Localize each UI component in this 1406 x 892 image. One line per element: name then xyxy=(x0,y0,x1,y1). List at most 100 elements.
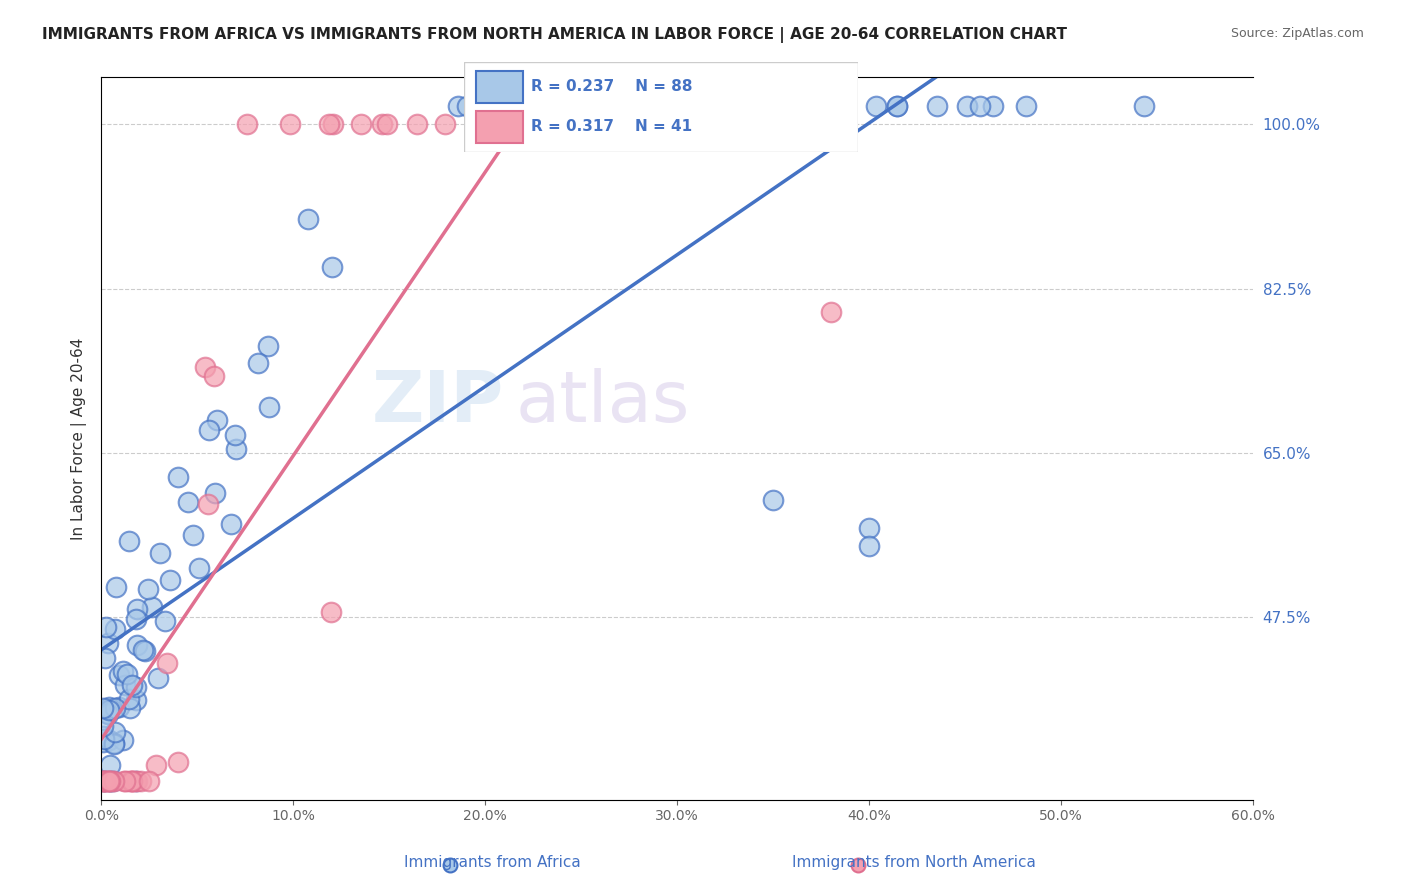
Point xyxy=(105,580,128,594)
Point xyxy=(108,700,131,714)
Point xyxy=(124,774,146,789)
Point xyxy=(886,98,908,112)
Point xyxy=(198,423,221,437)
Point xyxy=(530,98,553,112)
Point xyxy=(114,678,136,692)
Point xyxy=(104,725,127,739)
Point xyxy=(145,758,167,772)
Text: Source: ZipAtlas.com: Source: ZipAtlas.com xyxy=(1230,27,1364,40)
Point xyxy=(98,703,121,717)
Point xyxy=(96,706,118,721)
Point xyxy=(350,117,373,131)
Point xyxy=(321,260,343,274)
Point xyxy=(91,700,114,714)
Point xyxy=(406,117,429,131)
Point xyxy=(138,582,160,596)
Point xyxy=(204,485,226,500)
Point xyxy=(204,368,226,383)
Point xyxy=(117,774,139,789)
Point xyxy=(98,774,121,789)
Point xyxy=(97,732,120,747)
Point xyxy=(112,664,135,678)
Point xyxy=(321,605,343,619)
Point xyxy=(112,774,135,789)
Point xyxy=(93,651,115,665)
Point xyxy=(103,735,125,749)
Point xyxy=(98,757,121,772)
Point xyxy=(247,356,270,370)
Text: Immigrants from North America: Immigrants from North America xyxy=(792,855,1036,870)
Point xyxy=(205,412,228,426)
Point xyxy=(98,774,121,789)
Point xyxy=(121,774,143,789)
Point xyxy=(141,600,163,615)
Point xyxy=(127,602,149,616)
Point xyxy=(121,774,143,789)
Point xyxy=(456,98,478,112)
Point xyxy=(91,774,114,789)
Point xyxy=(560,98,582,112)
Point xyxy=(91,774,114,789)
Point xyxy=(167,470,190,484)
Point xyxy=(149,546,172,560)
Point xyxy=(124,680,146,694)
Point xyxy=(101,774,124,789)
Point xyxy=(858,540,880,554)
Point xyxy=(129,774,152,789)
Point xyxy=(91,719,114,733)
Point xyxy=(471,117,494,131)
Point xyxy=(98,774,121,789)
Point xyxy=(181,528,204,542)
Point xyxy=(93,774,115,789)
Point xyxy=(104,701,127,715)
Point xyxy=(485,98,508,112)
Point xyxy=(225,442,247,456)
Point xyxy=(114,774,136,789)
Point xyxy=(111,733,134,747)
Point xyxy=(97,774,120,789)
Point xyxy=(762,492,785,507)
Text: Immigrants from Africa: Immigrants from Africa xyxy=(404,855,581,870)
Point xyxy=(118,700,141,714)
Point xyxy=(188,561,211,575)
Point xyxy=(118,533,141,548)
Point xyxy=(498,98,520,112)
Point xyxy=(865,98,887,112)
Point xyxy=(91,774,114,789)
Y-axis label: In Labor Force | Age 20-64: In Labor Force | Age 20-64 xyxy=(72,337,87,540)
Point xyxy=(1014,98,1036,112)
FancyBboxPatch shape xyxy=(475,71,523,103)
Point xyxy=(103,737,125,751)
FancyBboxPatch shape xyxy=(475,112,523,143)
Point xyxy=(134,644,156,658)
Point xyxy=(97,636,120,650)
Point xyxy=(707,98,730,112)
Point xyxy=(236,117,259,131)
Point xyxy=(785,98,807,112)
Point xyxy=(927,98,949,112)
Point xyxy=(886,98,908,112)
Point xyxy=(93,774,115,789)
Point xyxy=(103,774,125,789)
Point xyxy=(93,731,115,746)
FancyBboxPatch shape xyxy=(464,62,858,152)
Point xyxy=(433,117,456,131)
Point xyxy=(156,656,179,670)
Point xyxy=(97,703,120,717)
Point xyxy=(97,706,120,721)
Point xyxy=(121,774,143,789)
Point xyxy=(121,678,143,692)
Point xyxy=(93,735,115,749)
Point xyxy=(846,858,869,872)
Point xyxy=(96,774,118,789)
Point xyxy=(97,699,120,714)
Point xyxy=(132,642,155,657)
Text: R = 0.317    N = 41: R = 0.317 N = 41 xyxy=(531,120,692,134)
Point xyxy=(197,497,219,511)
Point xyxy=(153,614,176,628)
Text: R = 0.237    N = 88: R = 0.237 N = 88 xyxy=(531,79,692,94)
Point xyxy=(820,305,842,319)
Point xyxy=(94,620,117,634)
Point xyxy=(969,98,991,112)
Point xyxy=(125,612,148,626)
